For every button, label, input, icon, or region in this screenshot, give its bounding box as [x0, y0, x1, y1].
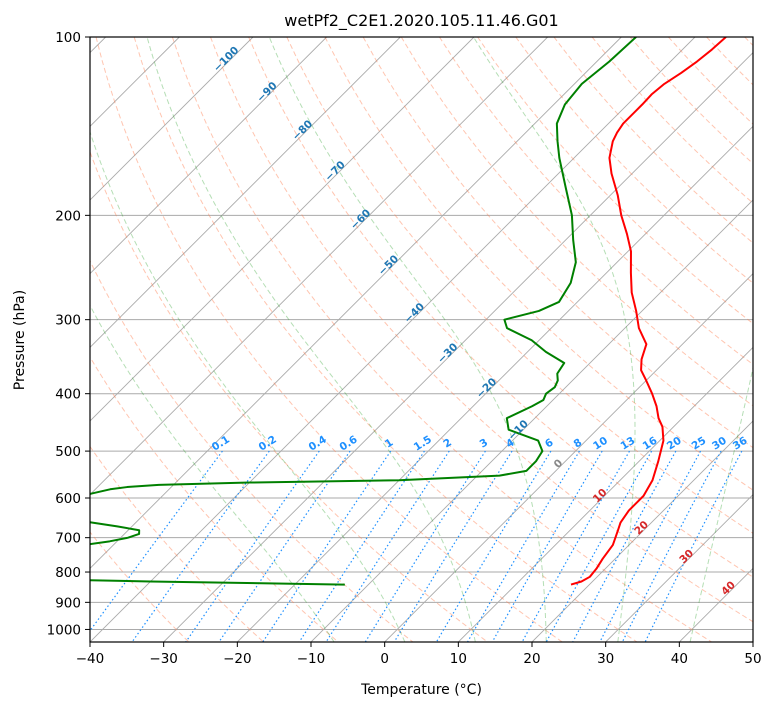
- isotherm-line: [163, 52, 753, 642]
- isotherm-line: [458, 346, 753, 642]
- isotherm-line: [237, 125, 753, 642]
- mixing-ratio-line: [218, 450, 351, 642]
- mixing-ratio-line: [491, 450, 603, 642]
- isotherm-line: [384, 273, 753, 642]
- y-tick-label: 200: [55, 208, 81, 224]
- isotherm-line: [90, 37, 696, 642]
- y-axis-label: Pressure (hPa): [12, 290, 28, 390]
- isotherm-gridlines: [90, 37, 753, 642]
- x-tick-label: 50: [744, 651, 761, 667]
- x-tick-label: −20: [223, 651, 252, 667]
- dewpoint-profile-line: [90, 37, 637, 586]
- isotherm-line: [90, 37, 475, 422]
- mixing-ratio-line: [621, 450, 722, 642]
- moist-adiabat: [268, 37, 547, 642]
- mixing-ratio-line: [545, 450, 653, 642]
- moist-adiabats: [90, 37, 753, 642]
- chart-title: wetPf2_C2E1.2020.105.11.46.G01: [284, 11, 558, 31]
- dry-adiabat: [515, 37, 753, 284]
- mixing-ratio-line: [572, 450, 677, 642]
- dry-adiabat: [133, 37, 638, 642]
- dry-adiabat: [90, 150, 488, 642]
- dry-adiabat: [324, 37, 753, 491]
- mixing-ratio-line: [521, 450, 631, 642]
- mixing-ratio-line: [599, 450, 702, 642]
- dry-adiabats: [90, 37, 753, 642]
- y-tick-label: 100: [55, 30, 81, 46]
- dry-adiabat: [90, 259, 414, 642]
- y-tick-label: 700: [55, 531, 81, 547]
- dry-adiabat: [248, 37, 753, 578]
- x-tick-label: −40: [76, 651, 105, 667]
- isotherm-line: [605, 494, 753, 642]
- temperature-profile-line: [570, 37, 727, 586]
- mixing-ratio-lines: [90, 450, 743, 642]
- y-tick-label: 400: [55, 387, 81, 403]
- moist-adiabat: [689, 365, 753, 642]
- isotherm-line: [531, 420, 753, 642]
- moist-adiabat: [90, 130, 406, 642]
- isotherm-line: [310, 199, 753, 642]
- isotherm-line: [90, 37, 401, 348]
- y-tick-label: 800: [55, 565, 81, 581]
- y-tick-label: 300: [55, 313, 81, 329]
- y-tick-label: 900: [55, 595, 81, 611]
- isotherm-line: [90, 37, 327, 275]
- dry-adiabat: [95, 37, 563, 642]
- mixing-ratio-line: [298, 450, 425, 642]
- y-tick-label: 1000: [47, 622, 81, 638]
- dry-adiabat: [400, 37, 753, 407]
- dry-adiabat: [439, 37, 753, 366]
- mixing-ratio-line: [393, 450, 513, 642]
- moist-adiabat: [473, 37, 636, 642]
- dry-adiabat: [286, 37, 753, 534]
- dry-adiabat: [362, 37, 753, 449]
- profile-lines: [90, 37, 727, 586]
- isotherm-line: [90, 37, 548, 496]
- y-axis-ticks: 100 200 300 400 500 600 700 800 900 1000: [47, 30, 90, 638]
- mixing-ratio-line: [262, 450, 392, 642]
- dry-adiabat: [477, 37, 753, 325]
- y-tick-label: 500: [55, 444, 81, 460]
- mixing-ratio-line: [644, 450, 743, 642]
- dry-adiabat: [90, 531, 190, 642]
- x-tick-label: −30: [149, 651, 178, 667]
- dry-adiabat: [90, 356, 339, 642]
- x-tick-label: 0: [380, 651, 389, 667]
- y-tick-label: 600: [55, 491, 81, 507]
- isotherm-line: [90, 37, 254, 201]
- isobar-gridlines: [90, 37, 753, 630]
- x-tick-label: −10: [297, 651, 326, 667]
- moist-adiabat: [90, 304, 335, 642]
- x-axis-ticks: −40 −30 −20 −10 0 10 20 30 40 50: [76, 642, 762, 667]
- x-tick-label: 20: [523, 651, 540, 667]
- moist-adiabat: [146, 37, 476, 642]
- x-tick-label: 40: [671, 651, 688, 667]
- x-tick-label: 30: [597, 651, 614, 667]
- x-tick-label: 10: [450, 651, 467, 667]
- isotherm-line: [90, 37, 622, 569]
- plot-frame: [89, 36, 754, 643]
- mixing-ratio-line: [185, 450, 320, 642]
- dry-adiabat: [210, 37, 753, 623]
- mixing-ratio-line: [90, 450, 223, 632]
- x-axis-label: Temperature (°C): [360, 682, 482, 698]
- dry-adiabat: [171, 37, 712, 642]
